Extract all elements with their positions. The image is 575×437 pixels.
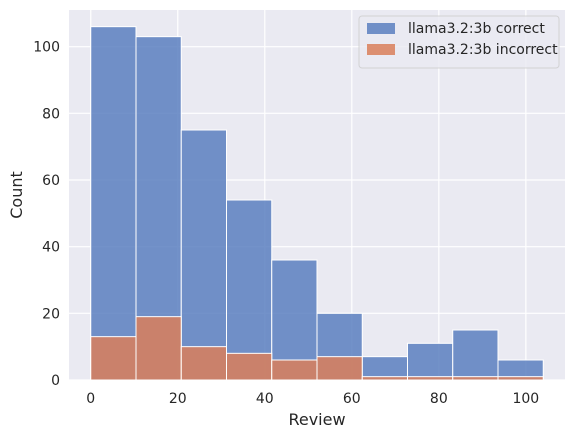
y-tick-label: 60 <box>42 173 60 189</box>
bar-correct <box>90 26 137 381</box>
y-tick-label: 100 <box>33 40 60 56</box>
x-axis-label: Review <box>288 410 345 429</box>
bar-incorrect <box>452 376 499 381</box>
bar-incorrect <box>271 359 318 381</box>
bar-incorrect <box>90 336 137 381</box>
x-tick-label: 100 <box>512 391 539 407</box>
x-tick-label: 60 <box>343 391 361 407</box>
bar-incorrect <box>226 352 273 381</box>
bar-incorrect <box>406 376 454 381</box>
legend-label-incorrect: llama3.2:3b incorrect <box>408 42 558 58</box>
y-tick-labels: 0 20 40 60 80 100 <box>33 40 60 389</box>
bar-incorrect <box>361 376 408 381</box>
y-tick-label: 0 <box>51 373 60 389</box>
x-tick-label: 20 <box>169 391 187 407</box>
bar-correct <box>452 329 499 381</box>
x-tick-labels: 0 20 40 60 80 100 <box>86 391 539 407</box>
y-tick-label: 80 <box>42 106 60 122</box>
bar-incorrect <box>180 346 228 381</box>
legend-swatch-correct <box>367 23 395 34</box>
y-tick-label: 40 <box>42 240 60 256</box>
legend: llama3.2:3b correct llama3.2:3b incorrec… <box>358 15 560 69</box>
x-tick-label: 0 <box>86 391 95 407</box>
legend-box <box>358 15 560 69</box>
bar-correct <box>226 199 273 381</box>
bar-incorrect <box>497 376 544 381</box>
legend-swatch-incorrect <box>367 44 395 55</box>
y-tick-label: 20 <box>42 306 60 322</box>
bar-incorrect <box>135 316 182 381</box>
bars <box>90 26 544 381</box>
y-axis-label: Count <box>7 171 26 219</box>
bar-correct <box>180 129 228 381</box>
legend-label-correct: llama3.2:3b correct <box>408 21 545 37</box>
x-tick-label: 80 <box>430 391 448 407</box>
bar-incorrect <box>316 356 363 381</box>
x-tick-label: 40 <box>256 391 274 407</box>
bar-correct <box>406 342 454 381</box>
